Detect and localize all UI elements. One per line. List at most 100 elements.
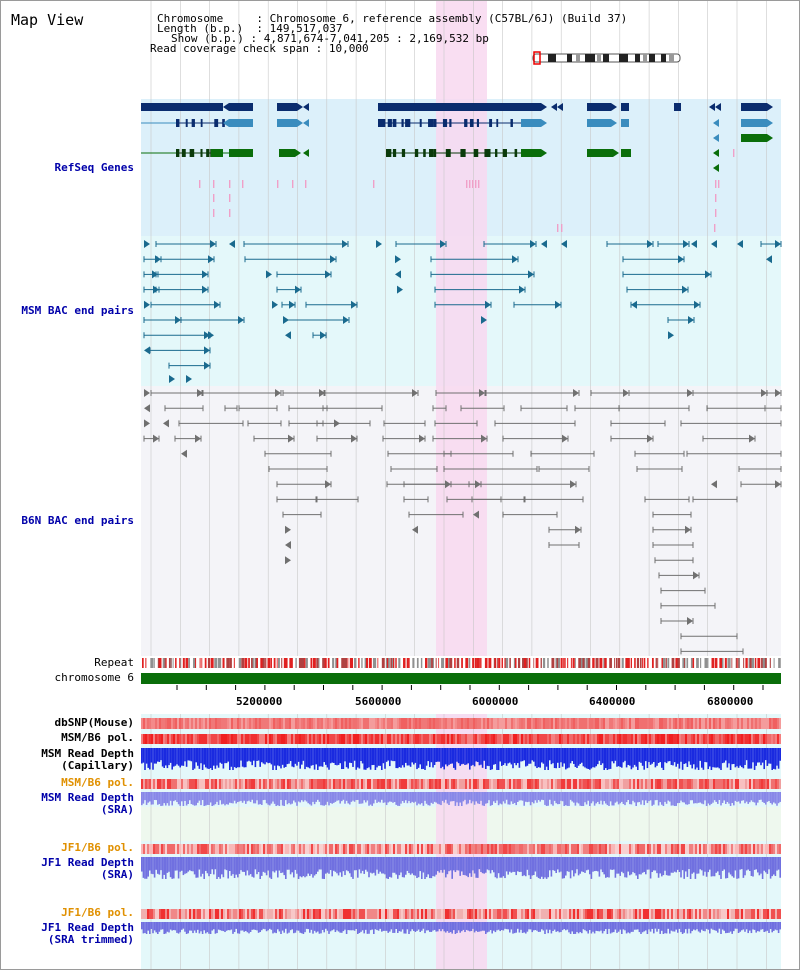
heat-cell: [519, 718, 521, 729]
heat-cell: [385, 718, 387, 729]
heat-cell: [277, 734, 279, 744]
heat-cell: [767, 718, 769, 729]
heat-cell: [765, 844, 767, 854]
depth-bar: [728, 748, 730, 764]
depth-bar: [769, 748, 772, 764]
gene-exon: [514, 149, 518, 157]
depth-bar: [467, 748, 469, 764]
snp-tick: [472, 180, 474, 188]
heat-cell: [703, 844, 705, 854]
heat-cell: [261, 718, 263, 729]
strand-arrow: [181, 449, 187, 458]
depth-bar: [185, 857, 188, 874]
heat-cell: [551, 734, 553, 744]
heat-cell: [715, 734, 717, 744]
heat-cell: [201, 734, 203, 744]
depth-bar: [185, 922, 188, 934]
heat-cell: [273, 734, 275, 744]
axis-tick-label: 5600000: [355, 695, 402, 708]
depth-bar: [779, 748, 781, 761]
heat-cell: [611, 734, 613, 744]
heat-cell: [219, 718, 221, 729]
heat-cell: [549, 779, 551, 789]
repeat-element: [324, 658, 327, 668]
refseq-genes-label[interactable]: RefSeq Genes: [54, 161, 134, 174]
depth-bar: [382, 748, 385, 764]
repeat-element: [769, 658, 771, 668]
heat-cell: [731, 734, 733, 744]
depth-bar: [280, 922, 282, 934]
msm-bac-label[interactable]: MSM BAC end pairs: [21, 304, 134, 317]
heat-cell: [237, 909, 239, 919]
depth-bar: [763, 748, 765, 770]
repeat-element: [425, 658, 428, 668]
depth-bar: [536, 748, 538, 769]
heat-cell: [165, 734, 167, 744]
heat-cell: [729, 844, 731, 854]
b6n-bac-label[interactable]: B6N BAC end pairs: [21, 514, 134, 527]
depth-bar: [606, 792, 609, 806]
depth-bar: [166, 792, 169, 804]
repeat-element: [528, 658, 531, 668]
depth-bar: [475, 792, 477, 802]
heat-cell: [405, 718, 407, 729]
depth-bar: [483, 748, 485, 761]
depth-bar: [355, 792, 357, 800]
heat-cell: [183, 779, 185, 789]
heat-cell: [393, 779, 395, 789]
depth-bar: [542, 857, 545, 879]
depth-bar: [662, 922, 665, 934]
depth-bar: [533, 792, 535, 804]
heat-cell: [513, 844, 515, 854]
depth-bar: [489, 922, 492, 931]
heat-cell: [699, 734, 701, 744]
heat-cell: [665, 844, 667, 854]
heat-cell: [295, 909, 297, 919]
heat-cell: [271, 779, 273, 789]
heat-cell: [209, 844, 211, 854]
depth-bar: [377, 857, 380, 874]
heat-cell: [619, 844, 621, 854]
heat-cell: [671, 718, 673, 729]
depth-bar: [275, 792, 277, 806]
heat-cell: [203, 718, 205, 729]
heat-cell: [385, 779, 387, 789]
depth-bar: [365, 792, 367, 803]
depth-bar: [342, 922, 345, 932]
depth-bar: [565, 857, 567, 876]
depth-bar: [765, 792, 767, 805]
depth-bar: [350, 857, 353, 877]
heat-cell: [587, 718, 589, 729]
depth-bar: [257, 857, 260, 873]
depth-bar: [497, 922, 500, 930]
depth-bar: [334, 857, 337, 872]
heat-cell: [447, 779, 449, 789]
heat-cell: [609, 844, 611, 854]
heat-cell: [395, 779, 397, 789]
heat-cell: [337, 844, 339, 854]
strand-arrow: [272, 300, 278, 309]
depth-bar: [693, 748, 695, 765]
heat-cell: [305, 779, 307, 789]
heat-cell: [423, 909, 425, 919]
depth-bar: [593, 857, 596, 872]
depth-bar: [245, 922, 247, 932]
depth-bar: [677, 748, 679, 764]
depth-bar: [283, 857, 285, 876]
depth-bar: [265, 922, 268, 932]
heat-cell: [539, 718, 541, 729]
depth-bar: [622, 792, 625, 804]
heat-cell: [625, 844, 627, 854]
heat-cell: [389, 734, 391, 744]
depth-bar: [221, 792, 223, 805]
heat-cell: [523, 734, 525, 744]
heat-cell: [737, 909, 739, 919]
heat-cell: [531, 779, 533, 789]
depth-bar: [755, 792, 757, 806]
depth-bar: [152, 922, 154, 934]
heat-cell: [773, 779, 775, 789]
depth-bar: [165, 792, 167, 806]
depth-bar: [510, 857, 513, 873]
depth-bar: [712, 857, 714, 877]
